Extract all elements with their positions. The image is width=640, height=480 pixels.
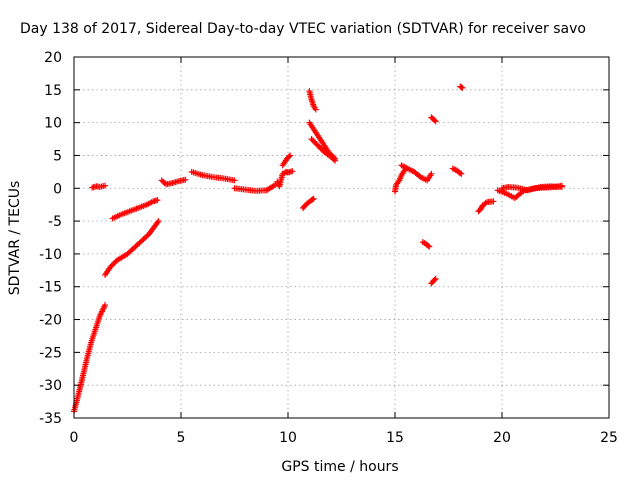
data-point bbox=[310, 195, 317, 202]
data-point bbox=[431, 117, 438, 124]
axis-ticks: 0 5 10 15 20 25 -35 -30 -25 -20 -15 -10 -5 0 5 10 15 20 bbox=[39, 50, 618, 446]
y-tick-label: -35 bbox=[39, 411, 62, 427]
data-point bbox=[155, 218, 162, 225]
grid bbox=[74, 57, 609, 418]
y-tick-label: 5 bbox=[53, 148, 62, 164]
data-point bbox=[425, 242, 432, 249]
x-tick-label: 15 bbox=[386, 430, 404, 446]
x-tick-label: 10 bbox=[279, 430, 297, 446]
data-point bbox=[154, 197, 161, 204]
y-tick-label: -25 bbox=[39, 345, 62, 361]
x-tick-label: 25 bbox=[600, 430, 618, 446]
y-tick-label: -10 bbox=[39, 247, 62, 263]
data-point bbox=[457, 170, 464, 177]
x-tick-label: 5 bbox=[177, 430, 186, 446]
data-point bbox=[458, 170, 465, 177]
data-point bbox=[182, 176, 189, 183]
y-tick-label: -30 bbox=[39, 378, 62, 394]
x-tick-label: 20 bbox=[493, 430, 511, 446]
data-point bbox=[432, 118, 439, 125]
data-point bbox=[459, 84, 466, 91]
data-point bbox=[231, 177, 238, 184]
y-tick-label: 0 bbox=[53, 181, 62, 197]
data-points bbox=[71, 83, 565, 415]
data-point bbox=[431, 276, 438, 283]
y-tick-label: -20 bbox=[39, 313, 62, 329]
y-tick-label: -15 bbox=[39, 280, 62, 296]
data-point bbox=[558, 183, 565, 190]
y-tick-label: 20 bbox=[44, 50, 62, 66]
data-point bbox=[458, 84, 465, 91]
data-point bbox=[289, 168, 296, 175]
y-axis-label: SDTVAR / TECUs bbox=[7, 181, 23, 296]
data-point bbox=[332, 157, 339, 164]
data-point bbox=[309, 196, 316, 203]
data-point bbox=[286, 153, 293, 160]
data-point bbox=[426, 243, 433, 250]
x-axis-label: GPS time / hours bbox=[281, 459, 398, 475]
x-tick-label: 0 bbox=[70, 430, 79, 446]
chart-title: Day 138 of 2017, Sidereal Day-to-day VTE… bbox=[20, 21, 586, 37]
data-point bbox=[312, 106, 319, 113]
data-point bbox=[102, 302, 109, 309]
plot-frame bbox=[73, 56, 610, 419]
data-point bbox=[287, 152, 294, 159]
data-point bbox=[490, 198, 497, 205]
data-point bbox=[428, 170, 435, 177]
y-tick-label: -5 bbox=[48, 214, 62, 230]
y-tick-label: 15 bbox=[44, 83, 62, 99]
y-tick-label: 10 bbox=[44, 116, 62, 132]
data-point bbox=[102, 182, 109, 189]
data-point bbox=[432, 275, 439, 282]
